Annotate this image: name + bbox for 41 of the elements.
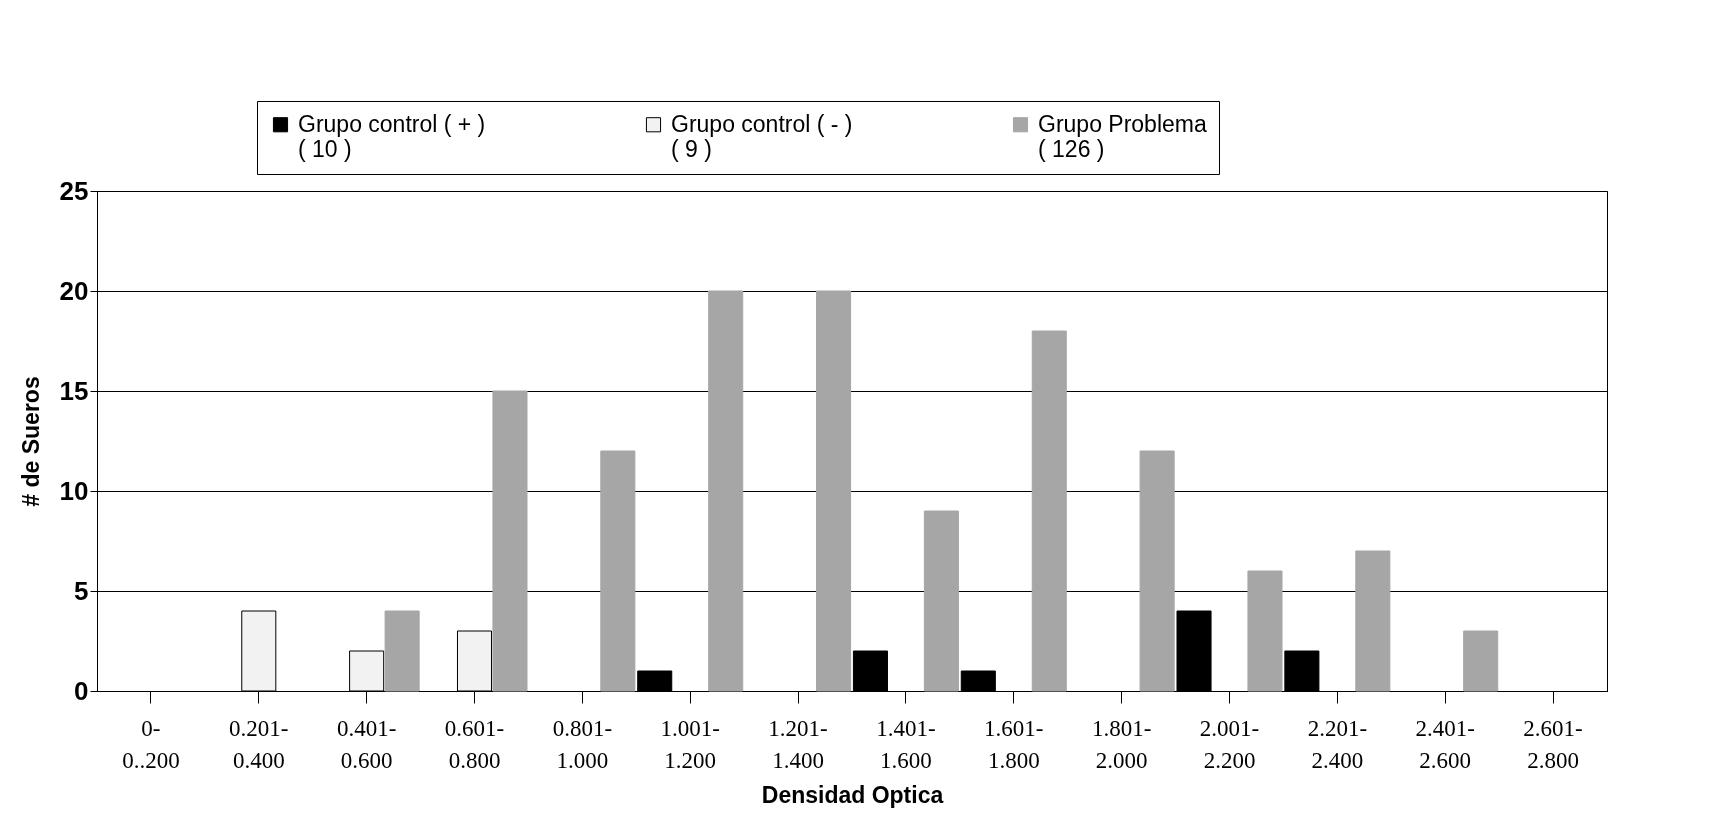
bar <box>816 290 852 692</box>
bar <box>600 450 636 692</box>
x-tick-label: 1.201- 1.400 <box>768 715 828 773</box>
x-tick-label: 1.001- 1.200 <box>660 715 720 773</box>
x-tick-label: 0.801- 1.000 <box>552 715 613 773</box>
x-tick-label: 2.201- 2.400 <box>1307 715 1368 773</box>
bar <box>637 670 673 692</box>
y-tick-label: 10 <box>59 475 89 506</box>
x-tick-label: 1.401- 1.600 <box>876 715 936 773</box>
bar <box>1355 550 1391 692</box>
bar <box>960 670 996 692</box>
x-tick-label: 1.601- 1.800 <box>984 715 1044 773</box>
bar <box>1284 650 1320 692</box>
bar <box>384 610 420 692</box>
x-tick-label: 0- 0..200 <box>122 715 180 773</box>
bar <box>1139 450 1175 692</box>
legend-label: Grupo control ( + ) ( 10 ) <box>298 110 486 162</box>
bar <box>1247 570 1283 692</box>
x-tick-label: 0.401- 0.600 <box>336 715 397 773</box>
bar <box>852 650 888 692</box>
bar <box>708 290 744 692</box>
bar <box>923 510 959 692</box>
x-tick-label: 2.601- 2.800 <box>1523 715 1583 773</box>
bar <box>1176 610 1212 692</box>
y-tick-label: 5 <box>74 575 89 606</box>
x-tick-label: 0.201- 0.400 <box>229 715 289 773</box>
bar <box>492 390 528 692</box>
bar <box>1031 330 1067 692</box>
x-tick-label: 2.401- 2.600 <box>1415 715 1475 773</box>
x-tick-label: 2.001- 2.200 <box>1199 715 1260 773</box>
y-tick-label: 25 <box>59 175 89 206</box>
y-tick-label: 15 <box>59 375 89 406</box>
legend-label: Grupo control ( - ) ( 9 ) <box>671 110 853 162</box>
x-axis-title: Densidad Optica <box>761 781 944 808</box>
y-axis-title: # de Sueros <box>17 376 44 507</box>
legend-label: Grupo Problema ( 126 ) <box>1038 110 1207 162</box>
x-tick-label: 0.601- 0.800 <box>444 715 505 773</box>
y-tick-label: 0 <box>74 675 89 706</box>
y-tick-label: 20 <box>59 275 89 306</box>
bar <box>1463 630 1499 692</box>
x-tick-label: 1.801- 2.000 <box>1091 715 1152 773</box>
